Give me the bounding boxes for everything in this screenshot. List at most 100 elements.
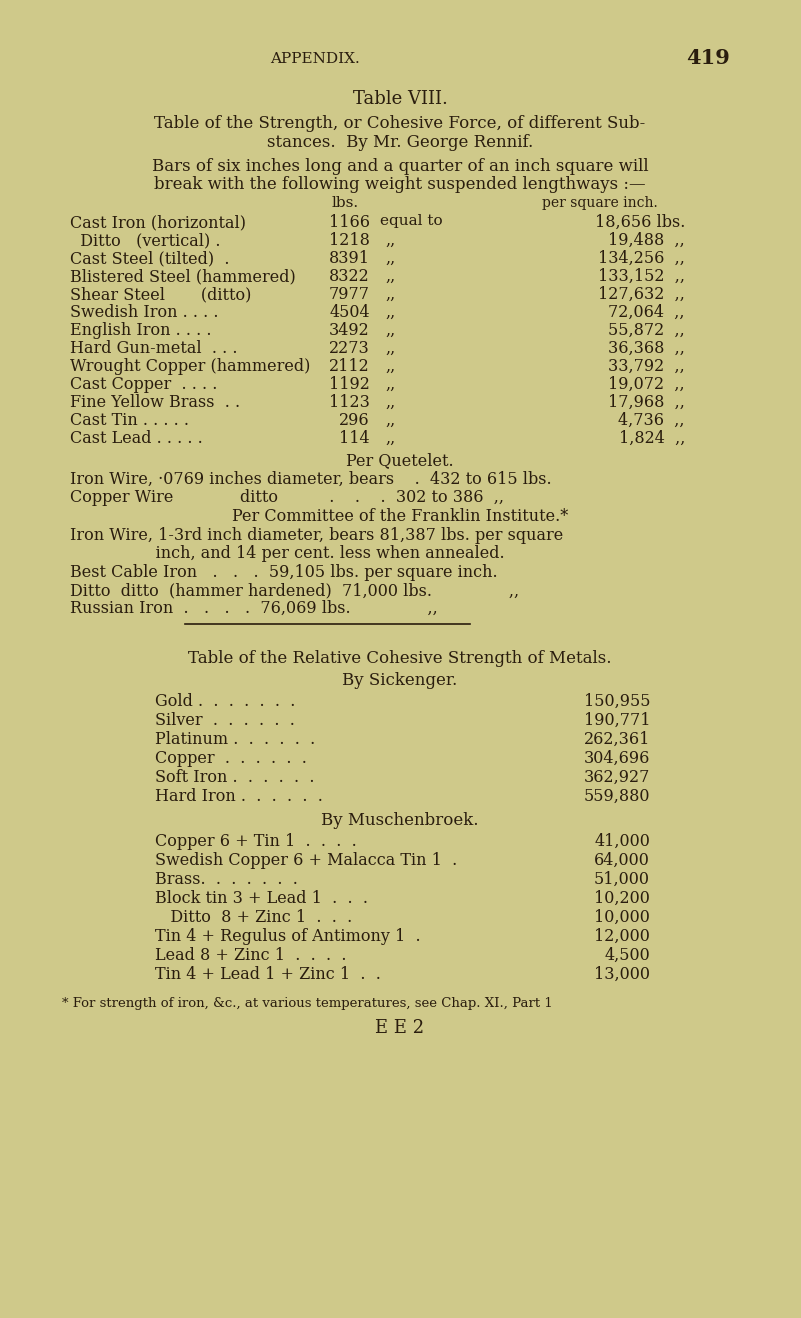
Text: * For strength of iron, &c., at various temperatures, see Chap. XI., Part 1: * For strength of iron, &c., at various …: [62, 996, 553, 1010]
Text: Ditto   (vertical) .: Ditto (vertical) .: [70, 232, 220, 249]
Text: 127,632  ,,: 127,632 ,,: [598, 286, 685, 303]
Text: 559,880: 559,880: [583, 788, 650, 805]
Text: Cast Steel (tilted)  .: Cast Steel (tilted) .: [70, 250, 230, 268]
Text: 72,064  ,,: 72,064 ,,: [609, 304, 685, 322]
Text: English Iron . . . .: English Iron . . . .: [70, 322, 211, 339]
Text: 1166: 1166: [329, 214, 370, 231]
Text: per square inch.: per square inch.: [542, 196, 658, 210]
Text: ,,: ,,: [385, 322, 395, 339]
Text: 1218: 1218: [329, 232, 370, 249]
Text: Cast Lead . . . . .: Cast Lead . . . . .: [70, 430, 203, 447]
Text: Silver  .  .  .  .  .  .: Silver . . . . . .: [155, 712, 295, 729]
Text: Swedish Copper 6 + Malacca Tin 1  .: Swedish Copper 6 + Malacca Tin 1 .: [155, 851, 457, 869]
Text: 262,361: 262,361: [584, 731, 650, 749]
Text: Ditto  ditto  (hammer hardened)  71,000 lbs.               ,,: Ditto ditto (hammer hardened) 71,000 lbs…: [70, 583, 519, 598]
Text: Blistered Steel (hammered): Blistered Steel (hammered): [70, 268, 296, 285]
Text: Copper Wire             ditto          .    .    .  302 to 386  ,,: Copper Wire ditto . . . 302 to 386 ,,: [70, 489, 504, 506]
Text: Table VIII.: Table VIII.: [352, 90, 448, 108]
Text: 134,256  ,,: 134,256 ,,: [598, 250, 685, 268]
Text: E E 2: E E 2: [376, 1019, 425, 1037]
Text: Ditto  8 + Zinc 1  .  .  .: Ditto 8 + Zinc 1 . . .: [155, 909, 352, 927]
Text: ,,: ,,: [385, 413, 395, 428]
Text: 4504: 4504: [329, 304, 370, 322]
Text: lbs.: lbs.: [332, 196, 359, 210]
Text: ,,: ,,: [385, 358, 395, 376]
Text: 17,968  ,,: 17,968 ,,: [608, 394, 685, 411]
Text: 419: 419: [686, 47, 730, 69]
Text: Swedish Iron . . . .: Swedish Iron . . . .: [70, 304, 219, 322]
Text: Cast Tin . . . . .: Cast Tin . . . . .: [70, 413, 189, 428]
Text: 2112: 2112: [329, 358, 370, 376]
Text: 190,771: 190,771: [583, 712, 650, 729]
Text: Tin 4 + Regulus of Antimony 1  .: Tin 4 + Regulus of Antimony 1 .: [155, 928, 421, 945]
Text: By Sickenger.: By Sickenger.: [342, 672, 457, 689]
Text: 7977: 7977: [329, 286, 370, 303]
Text: APPENDIX.: APPENDIX.: [270, 51, 360, 66]
Text: Hard Iron .  .  .  .  .  .: Hard Iron . . . . . .: [155, 788, 323, 805]
Text: break with the following weight suspended lengthways :—: break with the following weight suspende…: [154, 177, 646, 192]
Text: Cast Iron (horizontal): Cast Iron (horizontal): [70, 214, 246, 231]
Text: ,,: ,,: [385, 268, 395, 285]
Text: Platinum .  .  .  .  .  .: Platinum . . . . . .: [155, 731, 316, 749]
Text: 33,792  ,,: 33,792 ,,: [608, 358, 685, 376]
Text: ,,: ,,: [385, 430, 395, 447]
Text: 4,736  ,,: 4,736 ,,: [618, 413, 685, 428]
Text: Fine Yellow Brass  . .: Fine Yellow Brass . .: [70, 394, 240, 411]
Text: Bars of six inches long and a quarter of an inch square will: Bars of six inches long and a quarter of…: [151, 158, 648, 175]
Text: 55,872  ,,: 55,872 ,,: [608, 322, 685, 339]
Text: Per Committee of the Franklin Institute.*: Per Committee of the Franklin Institute.…: [231, 507, 568, 525]
Text: Gold .  .  .  .  .  .  .: Gold . . . . . . .: [155, 693, 296, 710]
Text: Best Cable Iron   .   .   .  59,105 lbs. per square inch.: Best Cable Iron . . . 59,105 lbs. per sq…: [70, 564, 497, 581]
Text: Per Quetelet.: Per Quetelet.: [346, 452, 454, 469]
Text: Table of the Relative Cohesive Strength of Metals.: Table of the Relative Cohesive Strength …: [188, 650, 612, 667]
Text: Cast Copper  . . . .: Cast Copper . . . .: [70, 376, 217, 393]
Text: 362,927: 362,927: [584, 768, 650, 786]
Text: Table of the Strength, or Cohesive Force, of different Sub-: Table of the Strength, or Cohesive Force…: [155, 115, 646, 132]
Text: 8391: 8391: [329, 250, 370, 268]
Text: Lead 8 + Zinc 1  .  .  .  .: Lead 8 + Zinc 1 . . . .: [155, 948, 347, 963]
Text: Iron Wire, 1-3rd inch diameter, bears 81,387 lbs. per square: Iron Wire, 1-3rd inch diameter, bears 81…: [70, 527, 563, 544]
Text: 1192: 1192: [329, 376, 370, 393]
Text: ,,: ,,: [385, 340, 395, 357]
Text: Block tin 3 + Lead 1  .  .  .: Block tin 3 + Lead 1 . . .: [155, 890, 368, 907]
Text: ,,: ,,: [385, 232, 395, 249]
Text: 296: 296: [340, 413, 370, 428]
Text: Hard Gun-metal  . . .: Hard Gun-metal . . .: [70, 340, 238, 357]
Text: 36,368  ,,: 36,368 ,,: [608, 340, 685, 357]
Text: 150,955: 150,955: [583, 693, 650, 710]
Text: Wrought Copper (hammered): Wrought Copper (hammered): [70, 358, 310, 376]
Text: ,,: ,,: [385, 304, 395, 322]
Text: 304,696: 304,696: [584, 750, 650, 767]
Text: 4,500: 4,500: [604, 948, 650, 963]
Text: 12,000: 12,000: [594, 928, 650, 945]
Text: Tin 4 + Lead 1 + Zinc 1  .  .: Tin 4 + Lead 1 + Zinc 1 . .: [155, 966, 380, 983]
Text: ,,: ,,: [385, 286, 395, 303]
Text: 10,200: 10,200: [594, 890, 650, 907]
Text: stances.  By Mr. George Rennif.: stances. By Mr. George Rennif.: [267, 134, 533, 152]
Text: 41,000: 41,000: [594, 833, 650, 850]
Text: Brass.  .  .  .  .  .  .: Brass. . . . . . .: [155, 871, 298, 888]
Text: Iron Wire, ·0769 inches diameter, bears    .  432 to 615 lbs.: Iron Wire, ·0769 inches diameter, bears …: [70, 471, 552, 488]
Text: ,,: ,,: [385, 376, 395, 393]
Text: 114: 114: [340, 430, 370, 447]
Text: 18,656 lbs.: 18,656 lbs.: [594, 214, 685, 231]
Text: 3492: 3492: [329, 322, 370, 339]
Text: 133,152  ,,: 133,152 ,,: [598, 268, 685, 285]
Text: 2273: 2273: [329, 340, 370, 357]
Text: 64,000: 64,000: [594, 851, 650, 869]
Text: 51,000: 51,000: [594, 871, 650, 888]
Text: 8322: 8322: [329, 268, 370, 285]
Text: 19,072  ,,: 19,072 ,,: [609, 376, 685, 393]
Text: By Muschenbroek.: By Muschenbroek.: [321, 812, 479, 829]
Text: Copper  .  .  .  .  .  .: Copper . . . . . .: [155, 750, 307, 767]
Text: 13,000: 13,000: [594, 966, 650, 983]
Text: 10,000: 10,000: [594, 909, 650, 927]
Text: Shear Steel       (ditto): Shear Steel (ditto): [70, 286, 252, 303]
Text: Soft Iron .  .  .  .  .  .: Soft Iron . . . . . .: [155, 768, 315, 786]
Text: ,,: ,,: [385, 394, 395, 411]
Text: Copper 6 + Tin 1  .  .  .  .: Copper 6 + Tin 1 . . . .: [155, 833, 356, 850]
Text: equal to: equal to: [380, 214, 443, 228]
Text: inch, and 14 per cent. less when annealed.: inch, and 14 per cent. less when anneale…: [130, 546, 505, 561]
Text: Russian Iron  .   .   .   .  76,069 lbs.               ,,: Russian Iron . . . . 76,069 lbs. ,,: [70, 600, 438, 617]
Text: ,,: ,,: [385, 250, 395, 268]
